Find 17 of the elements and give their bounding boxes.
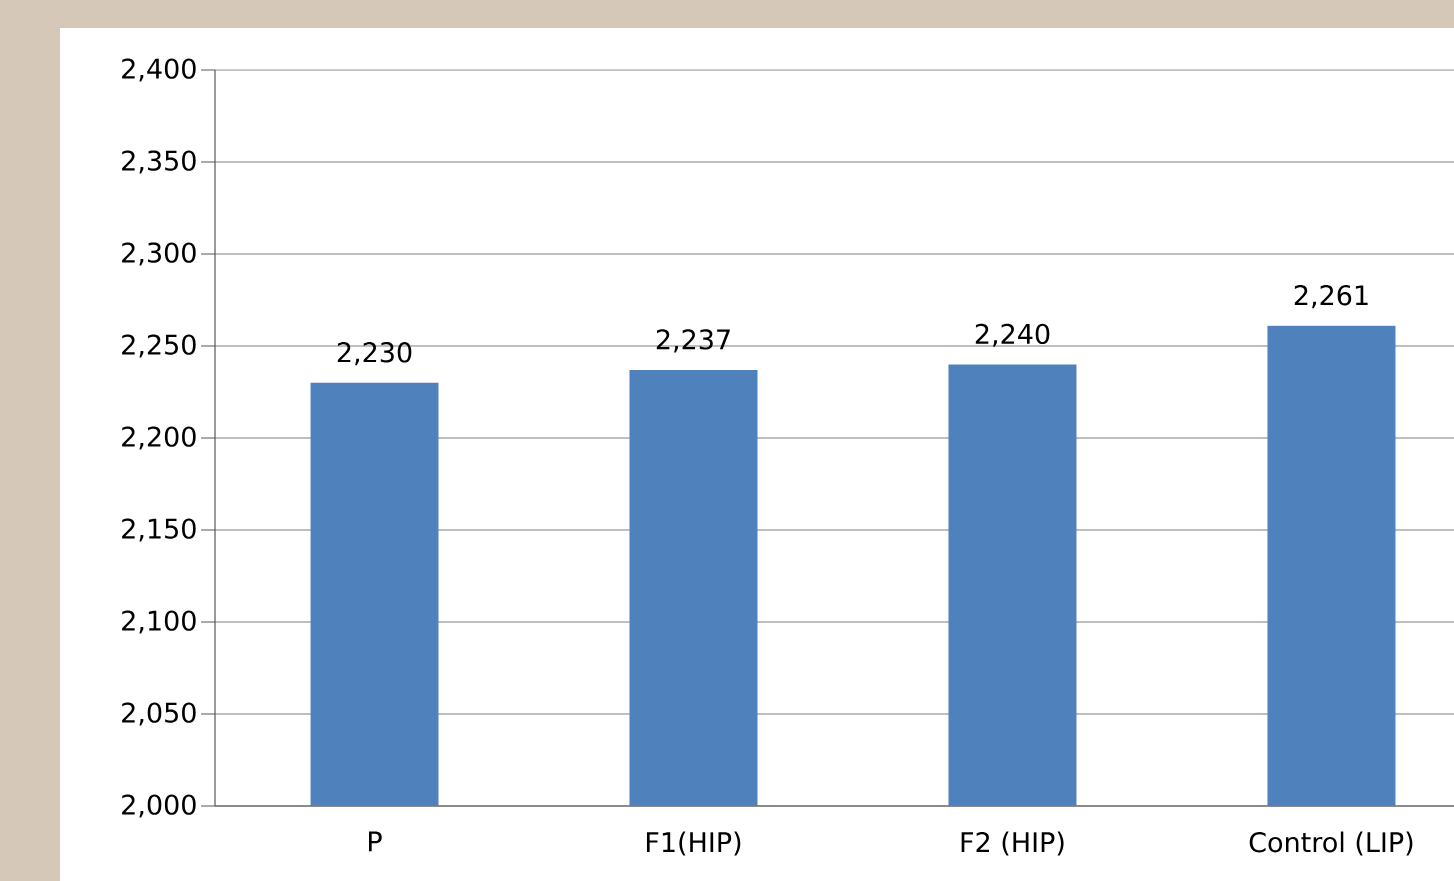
x-tick-label: Control (LIP): [1249, 831, 1413, 856]
y-tick-label: 2,400: [122, 58, 196, 82]
y-tick-label: 2,050: [122, 702, 196, 726]
data-label: 2,240: [975, 323, 1050, 347]
x-tick-label: F2 (HIP): [961, 831, 1064, 856]
data-label: 2,237: [656, 329, 730, 353]
x-tick-label: F1(HIP): [646, 831, 741, 856]
y-tick-label: 2,200: [122, 426, 196, 450]
y-tick-label: 2,250: [122, 334, 196, 358]
x-tick-label: P: [369, 831, 382, 852]
y-tick-label: 2,150: [122, 518, 196, 542]
y-tick-label: 2,100: [122, 610, 196, 634]
data-label: 2,261: [1294, 285, 1368, 309]
y-tick-label: 2,300: [122, 242, 196, 266]
y-tick-label: 2,000: [122, 794, 196, 818]
y-tick-label: 2,350: [122, 150, 196, 174]
data-label: 2,230: [337, 342, 412, 366]
